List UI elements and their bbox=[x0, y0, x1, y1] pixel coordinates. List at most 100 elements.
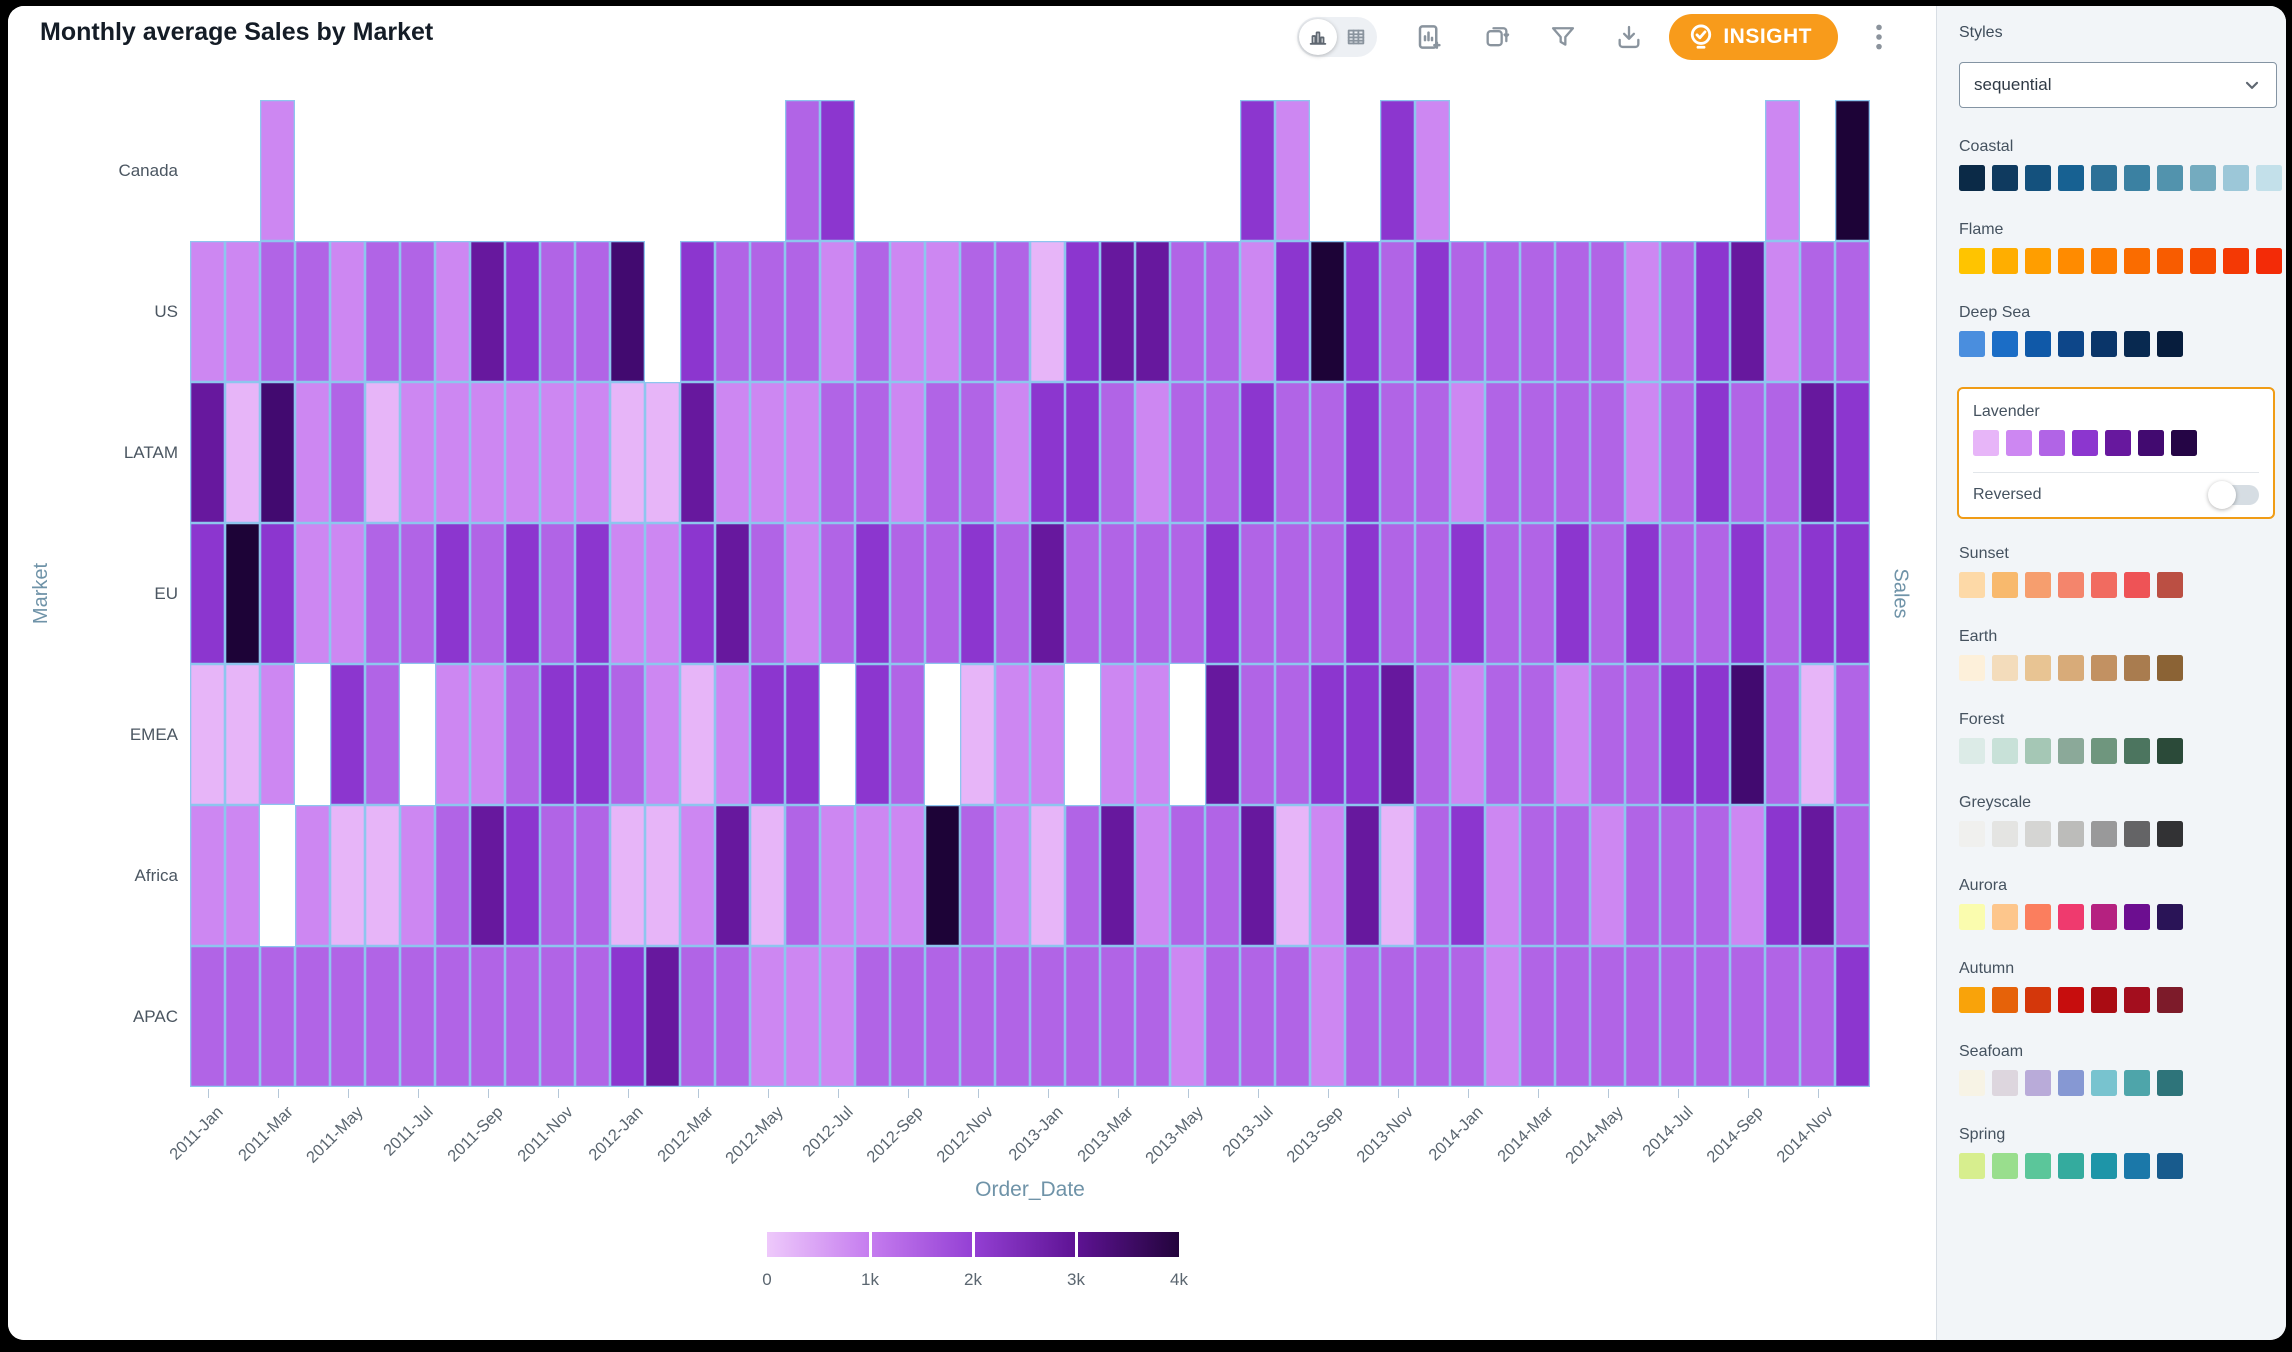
heatmap-cell[interactable] bbox=[1170, 523, 1205, 664]
heatmap-cell[interactable] bbox=[995, 523, 1030, 664]
heatmap-cell[interactable] bbox=[1345, 946, 1380, 1087]
heatmap-cell[interactable] bbox=[295, 241, 330, 382]
heatmap-cell[interactable] bbox=[470, 664, 505, 805]
style-type-select[interactable]: sequential bbox=[1959, 62, 2277, 108]
heatmap-cell[interactable] bbox=[1730, 241, 1765, 382]
heatmap-cell[interactable] bbox=[1310, 382, 1345, 523]
reversed-toggle[interactable] bbox=[2208, 481, 2259, 509]
heatmap-cell[interactable] bbox=[1835, 805, 1870, 946]
heatmap-cell[interactable] bbox=[505, 946, 540, 1087]
heatmap-cell[interactable] bbox=[260, 523, 295, 664]
heatmap-cell[interactable] bbox=[1625, 664, 1660, 805]
heatmap-cell[interactable] bbox=[1765, 946, 1800, 1087]
palette-option-lavender[interactable]: Lavender Reversed bbox=[1957, 387, 2275, 519]
heatmap-cell[interactable] bbox=[1205, 805, 1240, 946]
more-options-button[interactable] bbox=[1866, 22, 1892, 52]
heatmap-cell[interactable] bbox=[715, 664, 750, 805]
heatmap-cell[interactable] bbox=[750, 805, 785, 946]
heatmap-cell[interactable] bbox=[1450, 664, 1485, 805]
heatmap-cell[interactable] bbox=[470, 523, 505, 664]
heatmap-cell[interactable] bbox=[1590, 523, 1625, 664]
heatmap-cell[interactable] bbox=[645, 664, 680, 805]
heatmap-cell[interactable] bbox=[225, 805, 260, 946]
heatmap-cell[interactable] bbox=[470, 946, 505, 1087]
heatmap-cell[interactable] bbox=[1520, 523, 1555, 664]
heatmap-cell[interactable] bbox=[540, 523, 575, 664]
heatmap-cell[interactable] bbox=[820, 523, 855, 664]
heatmap-cell[interactable] bbox=[610, 523, 645, 664]
heatmap-cell[interactable] bbox=[575, 523, 610, 664]
heatmap-cell[interactable] bbox=[1835, 100, 1870, 241]
heatmap-cell[interactable] bbox=[1555, 382, 1590, 523]
palette-option-flame[interactable]: Flame bbox=[1959, 221, 2286, 274]
heatmap-cell[interactable] bbox=[1660, 805, 1695, 946]
heatmap-cell[interactable] bbox=[1240, 805, 1275, 946]
heatmap-cell[interactable] bbox=[750, 664, 785, 805]
heatmap-cell[interactable] bbox=[1590, 382, 1625, 523]
heatmap-cell[interactable] bbox=[295, 382, 330, 523]
heatmap-cell[interactable] bbox=[1695, 946, 1730, 1087]
palette-option-aurora[interactable]: Aurora bbox=[1959, 877, 2286, 930]
heatmap-cell[interactable] bbox=[1625, 523, 1660, 664]
heatmap-cell[interactable] bbox=[715, 946, 750, 1087]
heatmap-cell[interactable] bbox=[470, 805, 505, 946]
heatmap-cell[interactable] bbox=[330, 946, 365, 1087]
heatmap-cell[interactable] bbox=[1135, 382, 1170, 523]
heatmap-cell[interactable] bbox=[505, 382, 540, 523]
heatmap-cell[interactable] bbox=[1380, 946, 1415, 1087]
heatmap-cell[interactable] bbox=[925, 946, 960, 1087]
heatmap-cell[interactable] bbox=[890, 241, 925, 382]
heatmap-cell[interactable] bbox=[1835, 946, 1870, 1087]
heatmap-cell[interactable] bbox=[855, 664, 890, 805]
heatmap-cell[interactable] bbox=[435, 946, 470, 1087]
heatmap-cell[interactable] bbox=[1730, 523, 1765, 664]
heatmap-cell[interactable] bbox=[505, 805, 540, 946]
heatmap-cell[interactable] bbox=[260, 100, 295, 241]
heatmap-cell[interactable] bbox=[995, 805, 1030, 946]
heatmap-cell[interactable] bbox=[1590, 664, 1625, 805]
heatmap-cell[interactable] bbox=[575, 946, 610, 1087]
heatmap-cell[interactable] bbox=[400, 946, 435, 1087]
heatmap-cell[interactable] bbox=[400, 241, 435, 382]
heatmap-cell[interactable] bbox=[750, 946, 785, 1087]
heatmap-cell[interactable] bbox=[1170, 382, 1205, 523]
palette-option-deep-sea[interactable]: Deep Sea bbox=[1959, 304, 2286, 357]
palette-option-greyscale[interactable]: Greyscale bbox=[1959, 794, 2286, 847]
heatmap-cell[interactable] bbox=[820, 805, 855, 946]
heatmap-cell[interactable] bbox=[365, 241, 400, 382]
heatmap-cell[interactable] bbox=[855, 241, 890, 382]
heatmap-cell[interactable] bbox=[540, 382, 575, 523]
palette-option-earth[interactable]: Earth bbox=[1959, 628, 2286, 681]
heatmap-cell[interactable] bbox=[1415, 382, 1450, 523]
heatmap-cell[interactable] bbox=[960, 664, 995, 805]
heatmap-cell[interactable] bbox=[1800, 664, 1835, 805]
heatmap-cell[interactable] bbox=[1310, 946, 1345, 1087]
heatmap-cell[interactable] bbox=[1100, 946, 1135, 1087]
heatmap-cell[interactable] bbox=[925, 805, 960, 946]
heatmap-cell[interactable] bbox=[680, 523, 715, 664]
heatmap-cell[interactable] bbox=[1485, 523, 1520, 664]
heatmap-cell[interactable] bbox=[1625, 241, 1660, 382]
filter-button[interactable] bbox=[1549, 23, 1577, 51]
heatmap-cell[interactable] bbox=[820, 241, 855, 382]
heatmap-cell[interactable] bbox=[1275, 946, 1310, 1087]
heatmap-cell[interactable] bbox=[400, 805, 435, 946]
heatmap-cell[interactable] bbox=[855, 805, 890, 946]
heatmap-cell[interactable] bbox=[330, 805, 365, 946]
heatmap-cell[interactable] bbox=[925, 523, 960, 664]
heatmap-cell[interactable] bbox=[190, 382, 225, 523]
heatmap-cell[interactable] bbox=[1065, 805, 1100, 946]
heatmap-cell[interactable] bbox=[1310, 241, 1345, 382]
heatmap-cell[interactable] bbox=[1555, 805, 1590, 946]
heatmap-cell[interactable] bbox=[1520, 241, 1555, 382]
palette-option-spring[interactable]: Spring bbox=[1959, 1126, 2286, 1179]
heatmap-cell[interactable] bbox=[1240, 946, 1275, 1087]
heatmap-cell[interactable] bbox=[1135, 946, 1170, 1087]
heatmap-cell[interactable] bbox=[1345, 664, 1380, 805]
heatmap-cell[interactable] bbox=[995, 664, 1030, 805]
heatmap-cell[interactable] bbox=[260, 241, 295, 382]
heatmap-cell[interactable] bbox=[645, 946, 680, 1087]
heatmap-cell[interactable] bbox=[715, 523, 750, 664]
heatmap-cell[interactable] bbox=[890, 382, 925, 523]
heatmap-cell[interactable] bbox=[1485, 805, 1520, 946]
